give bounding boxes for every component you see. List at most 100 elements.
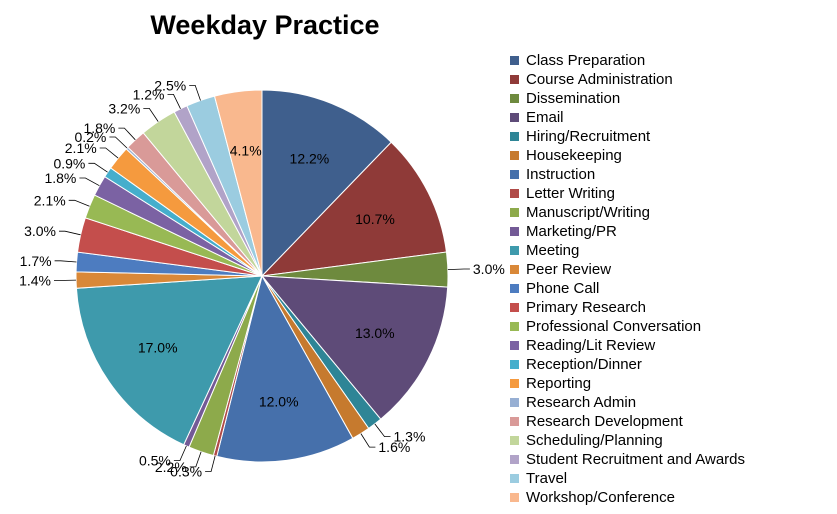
pie-data-label: 12.0% xyxy=(259,393,299,409)
legend-swatch xyxy=(510,436,519,445)
leader-line xyxy=(189,85,201,101)
legend-item: Reading/Lit Review xyxy=(510,336,745,355)
legend-swatch xyxy=(510,417,519,426)
legend-label: Letter Writing xyxy=(526,185,615,202)
pie-data-label: 2.1% xyxy=(34,192,66,208)
legend-label: Research Development xyxy=(526,413,683,430)
legend-item: Letter Writing xyxy=(510,184,745,203)
legend-label: Workshop/Conference xyxy=(526,489,675,506)
pie-slices xyxy=(75,89,449,463)
legend: Class Preparation Course Administration Di… xyxy=(510,51,745,507)
legend-item: Research Admin xyxy=(510,393,745,412)
pie-data-label: 1.8% xyxy=(44,170,76,186)
pie-slice xyxy=(213,89,263,277)
pie-data-label: 2.5% xyxy=(154,77,186,93)
legend-item: Phone Call xyxy=(510,279,745,298)
legend-label: Scheduling/Planning xyxy=(526,432,663,449)
pie-data-label: 10.7% xyxy=(355,211,395,227)
legend-label: Professional Conversation xyxy=(526,318,702,335)
legend-swatch xyxy=(510,56,519,65)
pie-data-label: 13.0% xyxy=(355,325,395,341)
pie-data-label: 0.2% xyxy=(74,129,106,145)
legend-swatch xyxy=(510,360,519,369)
legend-swatch xyxy=(510,455,519,464)
leader-line xyxy=(118,127,136,141)
leader-line xyxy=(59,230,81,236)
legend-swatch xyxy=(510,493,519,502)
leader-line xyxy=(189,451,202,468)
legend-label: Peer Review xyxy=(526,261,612,278)
legend-swatch xyxy=(510,474,519,483)
legend-swatch xyxy=(510,227,519,236)
legend-item: Travel xyxy=(510,469,745,488)
leader-line xyxy=(68,199,90,207)
leader-line xyxy=(447,268,470,270)
chart-title: Weekday Practice xyxy=(150,10,380,40)
leader-line xyxy=(54,260,77,263)
legend-swatch xyxy=(510,151,519,160)
pie-data-label: 2.1% xyxy=(65,140,97,156)
legend-swatch xyxy=(510,132,519,141)
legend-label: Manuscript/Writing xyxy=(526,204,650,221)
pie-slice xyxy=(260,141,448,277)
legend-swatch xyxy=(510,75,519,84)
legend-item: Peer Review xyxy=(510,260,745,279)
legend-item: Class Preparation xyxy=(510,51,745,70)
legend-item: Scheduling/Planning xyxy=(510,431,745,450)
pie-data-label: 2.2% xyxy=(155,459,187,475)
legend-swatch xyxy=(510,246,519,255)
legend-swatch xyxy=(510,341,519,350)
pie-slice xyxy=(260,275,449,420)
legend-item: Student Recruitment and Awards xyxy=(510,450,745,469)
pie-data-label: 1.8% xyxy=(83,120,115,136)
legend-label: Course Administration xyxy=(526,71,673,88)
legend-item: Housekeeping xyxy=(510,146,745,165)
legend-swatch xyxy=(510,94,519,103)
legend-swatch xyxy=(510,170,519,179)
legend-label: Email xyxy=(526,109,564,126)
legend-item: Professional Conversation xyxy=(510,317,745,336)
legend-swatch xyxy=(510,113,519,122)
pie-slice xyxy=(261,89,392,278)
pie-data-labels: 12.2% 10.7% 3.0% 13.0% 1.3%1.6% 12.0% 0.3%2.2%… xyxy=(19,77,505,479)
pie-data-label: 3.0% xyxy=(24,223,56,239)
legend-label: Travel xyxy=(526,470,568,487)
pie-data-label: 17.0% xyxy=(138,340,178,356)
legend-swatch xyxy=(510,208,519,217)
leader-line xyxy=(88,162,108,173)
legend-label: Meeting xyxy=(526,242,580,259)
pie-data-label: 0.9% xyxy=(53,155,85,171)
legend-item: Research Development xyxy=(510,412,745,431)
legend-swatch xyxy=(510,379,519,388)
leader-line xyxy=(205,455,216,472)
legend-item: Instruction xyxy=(510,165,745,184)
legend-item: Reception/Dinner xyxy=(510,355,745,374)
pie-data-label: 3.0% xyxy=(473,261,505,277)
legend-label: Hiring/Recruitment xyxy=(526,128,651,145)
legend-label: Student Recruitment and Awards xyxy=(526,451,746,468)
legend-label: Instruction xyxy=(526,166,596,183)
leader-line xyxy=(143,108,159,122)
legend-label: Class Preparation xyxy=(526,52,646,69)
legend-label: Marketing/PR xyxy=(526,223,617,240)
pie-data-label: 1.2% xyxy=(133,86,165,102)
legend-item: Dissemination xyxy=(510,89,745,108)
legend-item: Course Administration xyxy=(510,70,745,89)
leader-line xyxy=(360,433,376,448)
legend-label: Dissemination xyxy=(526,90,621,107)
legend-swatch xyxy=(510,189,519,198)
legend-label: Reading/Lit Review xyxy=(526,337,656,354)
legend-item: Primary Research xyxy=(510,298,745,317)
pie-data-label: 0.3% xyxy=(170,464,202,480)
leader-line xyxy=(109,136,128,149)
legend-swatch xyxy=(510,322,519,331)
pie-data-label: 3.2% xyxy=(108,100,140,116)
legend-item: Workshop/Conference xyxy=(510,488,745,507)
leader-line xyxy=(173,445,187,462)
pie-data-label: 1.7% xyxy=(20,253,52,269)
legend-item: Meeting xyxy=(510,241,745,260)
pie-data-label: 1.3% xyxy=(394,429,426,445)
legend-item: Reporting xyxy=(510,374,745,393)
legend-label: Research Admin xyxy=(526,394,637,411)
